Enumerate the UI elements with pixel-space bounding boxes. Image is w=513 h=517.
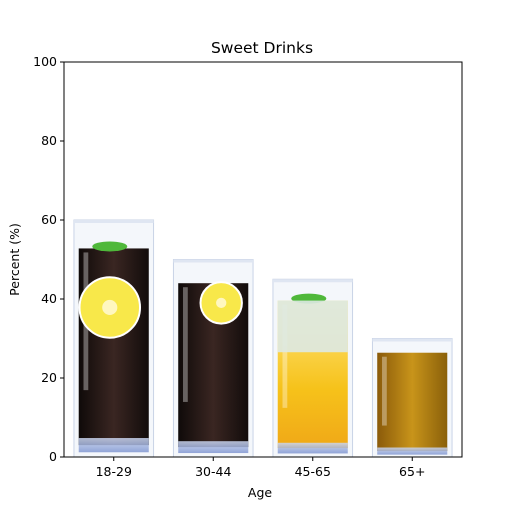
glass-rim bbox=[73, 220, 154, 223]
chart-title: Sweet Drinks bbox=[211, 39, 313, 57]
x-axis: 18-29 30-44 45-65 65+ bbox=[96, 457, 425, 479]
y-tick-label: 40 bbox=[41, 291, 57, 306]
y-tick-label: 80 bbox=[41, 133, 57, 148]
y-tick-label: 60 bbox=[41, 212, 57, 227]
glass-highlight bbox=[183, 287, 188, 402]
glass-rim bbox=[272, 279, 353, 283]
glass-rim bbox=[372, 338, 453, 342]
glass-rim bbox=[173, 259, 254, 263]
bars bbox=[73, 219, 453, 458]
y-tick-label: 0 bbox=[49, 449, 57, 464]
x-tick-label: 65+ bbox=[399, 464, 425, 479]
bar-30-44 bbox=[172, 259, 254, 458]
glass-highlight bbox=[282, 304, 288, 408]
x-tick-label: 45-65 bbox=[295, 464, 331, 479]
x-tick-label: 30-44 bbox=[195, 464, 231, 479]
lemon-center bbox=[216, 297, 227, 309]
plot-frame bbox=[63, 61, 463, 458]
glass-base bbox=[178, 441, 249, 454]
y-axis-label: Percent (%) bbox=[7, 223, 22, 296]
x-tick-label: 18-29 bbox=[96, 464, 132, 479]
y-tick-label: 100 bbox=[33, 54, 57, 69]
x-axis-label: Age bbox=[248, 485, 272, 500]
bar-18-29 bbox=[73, 219, 155, 458]
y-axis: 0 20 40 60 80 100 bbox=[33, 54, 64, 464]
glass-base bbox=[377, 447, 448, 455]
glass-base bbox=[78, 438, 149, 453]
bar-65+ bbox=[371, 338, 453, 458]
glass-highlight bbox=[382, 356, 387, 426]
drink-liquid bbox=[377, 352, 448, 452]
ice-layer bbox=[277, 300, 348, 353]
lemon-center bbox=[102, 299, 118, 316]
y-tick-label: 20 bbox=[41, 370, 57, 385]
glass-base bbox=[277, 442, 348, 454]
bar-45-65 bbox=[272, 278, 354, 458]
mint-garnish-icon bbox=[92, 241, 128, 252]
